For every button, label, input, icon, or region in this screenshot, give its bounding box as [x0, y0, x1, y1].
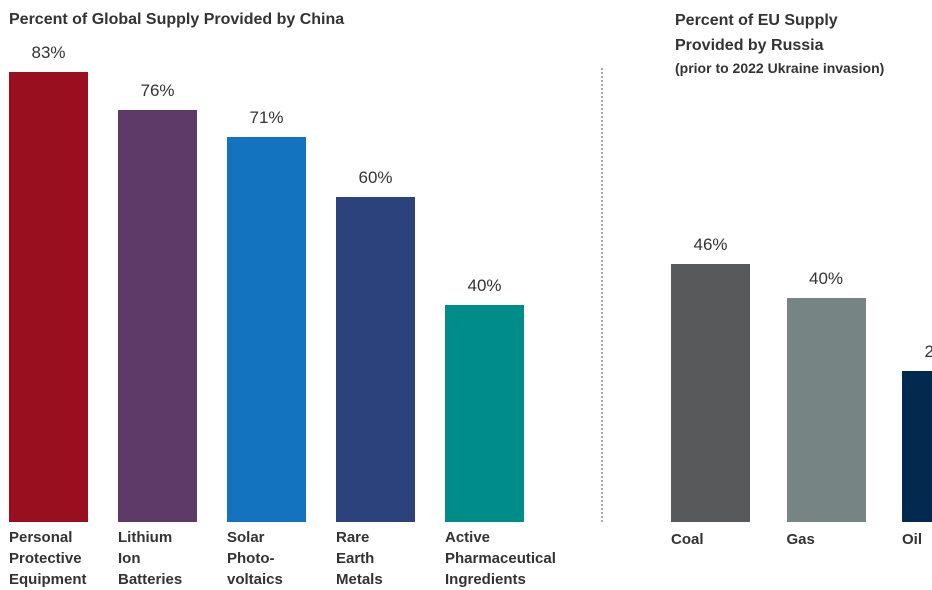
category-label: Coal — [671, 531, 704, 548]
value-label: 27% — [924, 341, 932, 361]
bar — [902, 370, 932, 522]
bar — [445, 305, 524, 522]
value-label: 71% — [249, 108, 284, 128]
bar — [227, 137, 306, 522]
category-label: Lithium Ion Batteries — [118, 529, 183, 588]
divider — [601, 68, 603, 522]
category-label: Gas — [786, 531, 815, 548]
bar — [336, 196, 415, 522]
category-label: Rare Earth Metals — [336, 529, 383, 588]
category-label: Personal Protective Equipment — [9, 529, 87, 588]
bar — [786, 298, 866, 522]
value-label: 46% — [693, 235, 728, 255]
value-label: 60% — [358, 167, 393, 187]
bar — [671, 264, 750, 522]
bar — [118, 110, 197, 522]
value-label: 40% — [808, 269, 844, 288]
category-label: Active Pharmaceutical Ingredients — [445, 529, 556, 588]
value-label: 76% — [140, 81, 175, 101]
category-label: Solar Photo- voltaics — [227, 529, 283, 588]
chart-title: Percent of Global Supply Provided by Chi… — [9, 11, 345, 28]
chart-title: Percent of EU Supply Provided by Russia — [675, 12, 838, 54]
value-label: 83% — [31, 43, 66, 63]
category-label: Oil — [902, 531, 923, 548]
bar — [9, 72, 88, 522]
chart-subtitle: (prior to 2022 Ukraine invasion) — [675, 60, 885, 76]
value-label: 40% — [467, 276, 502, 296]
